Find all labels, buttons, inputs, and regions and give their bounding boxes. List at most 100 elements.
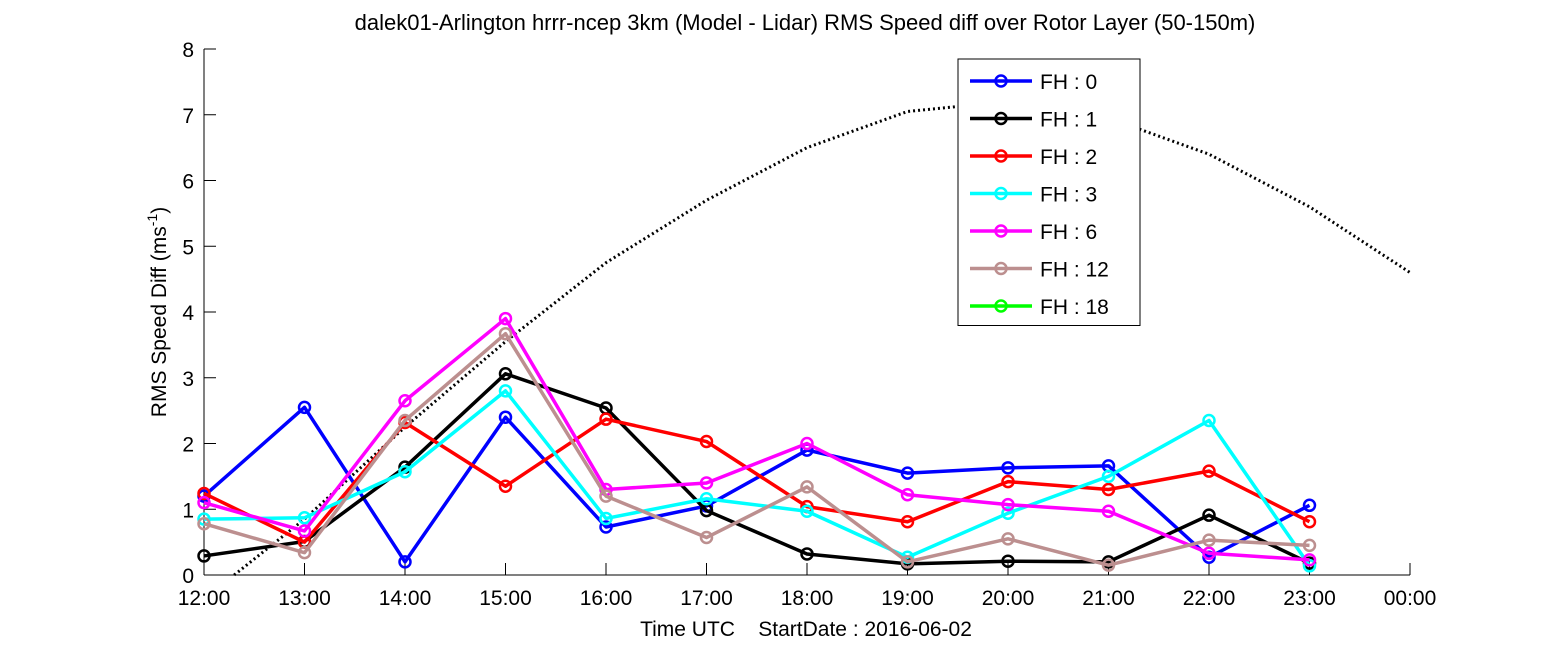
data-point bbox=[1101, 558, 1116, 572]
x-tick-label: 19:00 bbox=[881, 587, 934, 610]
legend-marker bbox=[994, 261, 1008, 276]
data-point bbox=[599, 520, 613, 534]
y-tick-label: 1 bbox=[182, 499, 194, 522]
y-axis-label-close: ) bbox=[148, 207, 171, 214]
series-fh-12 bbox=[197, 326, 1317, 572]
y-axis-label: RMS Speed Diff (ms-1) bbox=[144, 207, 171, 417]
data-point bbox=[1001, 506, 1015, 520]
data-point bbox=[398, 394, 412, 408]
data-point bbox=[297, 400, 312, 415]
plot-area: 0 1 2 3 4 5 6 7 8 12:00 13:00 14:00 15:00 16:00 17:00 1… bbox=[178, 39, 1437, 610]
legend-marker bbox=[994, 299, 1008, 313]
legend-marker bbox=[994, 186, 1008, 201]
y-tick-label: 2 bbox=[182, 434, 194, 457]
legend-item: FH : 12 bbox=[970, 259, 1109, 282]
data-point bbox=[800, 504, 814, 518]
legend-marker bbox=[994, 111, 1008, 126]
y-tick-label: 5 bbox=[182, 236, 194, 259]
legend-label: FH : 12 bbox=[1040, 259, 1109, 282]
data-point bbox=[699, 434, 714, 449]
data-point bbox=[398, 465, 412, 479]
data-point bbox=[1202, 508, 1216, 522]
x-tick-label: 23:00 bbox=[1283, 587, 1336, 610]
legend-item: FH : 1 bbox=[970, 109, 1097, 132]
data-point bbox=[498, 410, 513, 424]
series-line bbox=[203, 389, 1311, 567]
legend-label: FH : 1 bbox=[1040, 109, 1097, 132]
data-point bbox=[1202, 413, 1216, 428]
y-axis-label-main: RMS Speed Diff (ms bbox=[148, 226, 171, 417]
series-line bbox=[203, 417, 1311, 544]
data-point bbox=[1202, 546, 1216, 561]
data-point bbox=[1001, 474, 1015, 489]
dotted-curve bbox=[233, 100, 1411, 577]
data-point bbox=[599, 412, 613, 426]
data-point bbox=[398, 555, 412, 569]
y-tick-label: 6 bbox=[182, 171, 194, 194]
data-point bbox=[297, 524, 312, 538]
chart-title: dalek01-Arlington hrrr-ncep 3km (Model -… bbox=[355, 10, 1256, 35]
x-tick-label: 17:00 bbox=[680, 587, 733, 610]
data-point bbox=[197, 486, 211, 501]
legend-marker bbox=[994, 224, 1008, 238]
y-axis-label-superscript: -1 bbox=[144, 214, 160, 227]
data-point bbox=[699, 476, 714, 490]
legend-item: FH : 0 bbox=[970, 71, 1097, 94]
legend: FH : 0 FH : 1 FH : 2 FH : 3 FH : 6 FH : 12 FH … bbox=[957, 58, 1141, 326]
x-tick-label: 00:00 bbox=[1384, 587, 1437, 610]
legend-label: FH : 18 bbox=[1040, 296, 1109, 319]
data-point bbox=[498, 311, 513, 326]
data-point bbox=[900, 488, 915, 502]
data-point bbox=[297, 545, 312, 560]
data-point bbox=[1101, 482, 1116, 497]
series-line bbox=[203, 316, 1310, 562]
data-point bbox=[1302, 553, 1317, 567]
legend-item: FH : 3 bbox=[970, 184, 1097, 207]
x-tick-label: 22:00 bbox=[1183, 587, 1236, 610]
legend-marker bbox=[994, 149, 1008, 163]
data-point bbox=[1202, 464, 1216, 478]
legend-label: FH : 6 bbox=[1040, 221, 1097, 244]
legend-label: FH : 3 bbox=[1040, 184, 1097, 207]
series-line bbox=[202, 405, 1311, 564]
x-tick-label: 20:00 bbox=[982, 587, 1035, 610]
data-point bbox=[1001, 461, 1015, 475]
legend-item: FH : 2 bbox=[970, 146, 1097, 169]
data-point bbox=[1302, 538, 1317, 553]
series-fh-6 bbox=[197, 311, 1317, 567]
data-point bbox=[197, 549, 211, 563]
data-point bbox=[599, 489, 613, 503]
data-point bbox=[800, 480, 814, 494]
x-tick-label: 13:00 bbox=[278, 587, 331, 610]
legend-label: FH : 0 bbox=[1040, 71, 1097, 94]
x-tick-label: 14:00 bbox=[379, 587, 432, 610]
data-point bbox=[197, 516, 211, 531]
series-fh-0 bbox=[197, 400, 1317, 569]
data-point bbox=[197, 495, 211, 510]
series-fh-3 bbox=[197, 384, 1317, 573]
data-point bbox=[498, 479, 513, 493]
data-point bbox=[699, 491, 714, 506]
y-tick-label: 4 bbox=[182, 302, 194, 325]
data-point bbox=[398, 413, 412, 428]
data-point bbox=[297, 511, 312, 525]
y-tick-label: 0 bbox=[182, 565, 194, 588]
data-point bbox=[1001, 532, 1015, 546]
x-tick-label: 15:00 bbox=[479, 587, 532, 610]
data-point bbox=[498, 367, 513, 381]
legend-item: FH : 6 bbox=[970, 221, 1097, 244]
data-point bbox=[498, 384, 513, 398]
data-point bbox=[800, 547, 814, 561]
data-point bbox=[699, 530, 714, 545]
legend-item: FH : 18 bbox=[970, 296, 1109, 319]
x-tick-label: 16:00 bbox=[580, 587, 633, 610]
data-point bbox=[900, 514, 915, 529]
data-point bbox=[800, 436, 814, 451]
legend-label: FH : 2 bbox=[1040, 146, 1097, 169]
data-point bbox=[1302, 514, 1317, 529]
data-point bbox=[1302, 498, 1317, 513]
data-point bbox=[1202, 533, 1216, 547]
series-line bbox=[203, 331, 1310, 567]
data-point bbox=[1001, 554, 1015, 568]
